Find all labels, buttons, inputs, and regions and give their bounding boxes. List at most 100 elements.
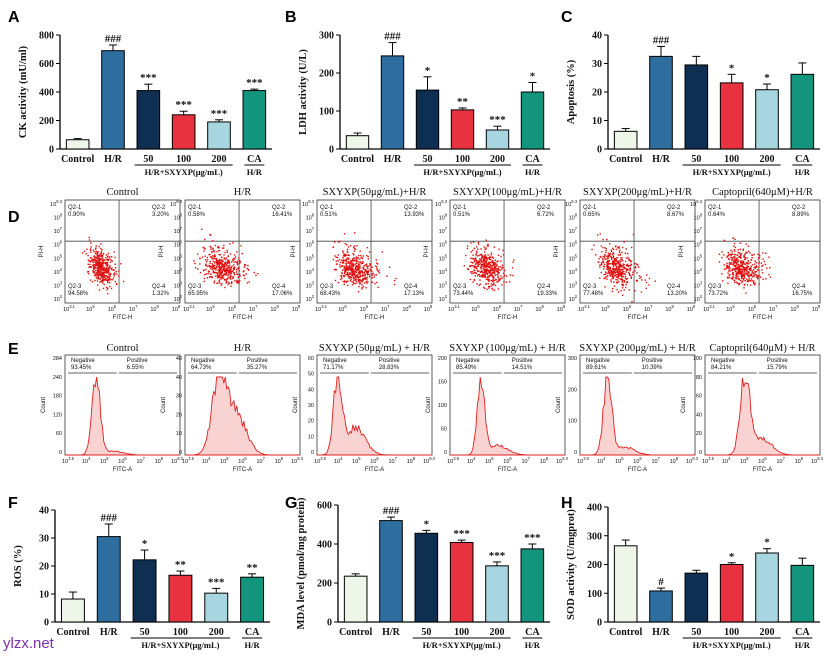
bar [520,548,545,623]
flow-dot [488,269,490,272]
flow-dot [85,253,87,255]
flow-dot [88,236,90,239]
x-tick-label: 50 [143,154,153,165]
flow-dot [216,266,218,268]
flow-dot [107,278,109,280]
flow-dot [470,264,472,267]
flow-dot [102,279,104,281]
flow-dot [620,289,622,292]
flow-dot [98,259,101,261]
flow-dot [610,280,613,283]
flow-dot [479,283,482,286]
flow-dot [638,275,641,277]
y-tick-label: 105 [694,253,703,262]
flow-dot [615,269,617,271]
x-tick-label: CA [247,154,262,165]
flow-dot [492,262,495,265]
flow-dot [495,267,497,270]
flow-dot [607,255,609,258]
flow-dot [96,263,99,265]
flow-dot [614,272,617,274]
flow-dot [748,279,751,282]
flow-dot [473,266,475,268]
flow-dot [645,287,647,290]
flow-dot [219,266,221,268]
flow-dot [735,260,737,263]
x-tick-label: 103.1 [315,304,328,313]
flow-dot [728,276,731,279]
flow-dot [238,270,241,272]
flow-dot [749,261,752,264]
flow-dot [108,278,110,280]
flow-dot [628,258,630,260]
flow-dot [603,256,606,259]
flow-dot [473,247,476,250]
flow-dot [619,249,621,252]
flow-dot [106,292,109,295]
flow-dot [113,269,115,271]
x-tick-label: 109.3 [423,456,436,465]
flow-dot [362,285,365,288]
flow-dot [476,268,478,270]
x-tick-label: CA [525,627,540,638]
y-tick-label: 100 [319,107,334,118]
flow-dot [100,273,102,275]
flow-dot [95,276,98,279]
flow-dot [756,276,759,279]
flow-dot [615,258,617,261]
flow-dot [345,243,348,246]
flow-dot [734,258,736,261]
flow-dot [342,274,345,277]
flow-dot [598,257,600,260]
flow-dot [348,264,351,266]
flow-dot [342,261,344,263]
flow-dot [485,278,488,281]
flow-dot [483,268,485,271]
flow-dot [612,252,614,254]
bar [380,55,405,150]
flow-dot [98,273,100,276]
flow-dot [509,274,512,276]
flow-dot [600,256,602,258]
panel-label-b: B [285,9,297,26]
group-label: H/R+SXYXP(μg/mL) [423,640,501,650]
flow-dot [623,281,625,283]
x-tick-label: 108 [150,304,159,313]
flow-dot [354,272,356,274]
flow-dot [209,233,211,236]
flow-dot [465,254,467,257]
histogram-curve [317,376,432,456]
flow-panel-title: Control [106,187,138,198]
flow-dot [105,254,108,256]
flow-dot [376,269,378,271]
flow-dot [616,274,619,276]
flow-dot [473,265,475,267]
flow-dot [491,274,493,276]
flow-dot [486,244,489,247]
flow-dot [352,259,354,262]
flow-dot [213,271,215,274]
flow-dot [747,281,749,283]
flow-dot [614,260,616,262]
x-axis-title: FITC-H [365,315,385,321]
flow-dot [488,287,490,289]
flow-dot [225,270,227,272]
flow-dot [93,268,96,270]
flow-dot [748,268,750,270]
flow-dot [486,264,488,267]
flow-dot [109,266,111,268]
flow-dot [348,267,351,270]
flow-dot [108,268,110,271]
flow-dot [482,275,484,277]
flow-dot [116,283,118,286]
flow-dot [614,257,617,260]
flow-dot [737,267,740,269]
flow-dot [609,272,612,274]
flow-dot [99,265,101,267]
flow-dot [101,254,103,256]
flow-dot [214,244,217,247]
flow-dot [470,242,472,244]
flow-dot [211,268,214,271]
